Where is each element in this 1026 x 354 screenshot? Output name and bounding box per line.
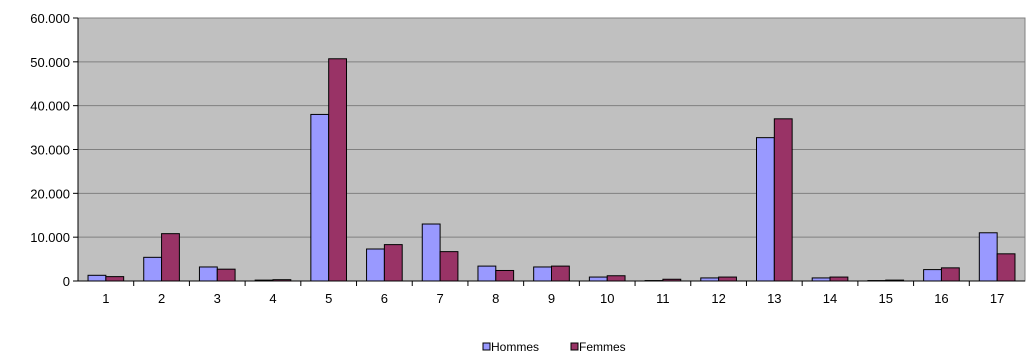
y-tick-labels: 0 10.000 20.000 30.000 40.000 50.000 60.000 bbox=[30, 11, 70, 289]
x-tick-label: 12 bbox=[711, 291, 725, 306]
y-tick-label: 40.000 bbox=[30, 99, 70, 114]
bar-hommes-17 bbox=[979, 233, 997, 281]
legend-swatch-hommes bbox=[483, 343, 490, 350]
bar-femmes-5 bbox=[329, 59, 347, 281]
legend-label-hommes: Hommes bbox=[491, 340, 539, 354]
bar-hommes-1 bbox=[88, 275, 106, 281]
bar-femmes-3 bbox=[217, 269, 235, 281]
y-tick-label: 60.000 bbox=[30, 11, 70, 26]
x-tick-label: 10 bbox=[600, 291, 614, 306]
bar-hommes-9 bbox=[534, 267, 552, 281]
x-tick-label: 13 bbox=[767, 291, 781, 306]
bar-femmes-14 bbox=[830, 277, 848, 281]
x-tick-label: 5 bbox=[325, 291, 332, 306]
x-tick-label: 6 bbox=[381, 291, 388, 306]
bar-femmes-7 bbox=[440, 252, 458, 281]
bar-femmes-12 bbox=[719, 277, 737, 281]
bar-femmes-1 bbox=[106, 277, 124, 281]
bar-femmes-6 bbox=[384, 245, 402, 281]
bar-femmes-8 bbox=[496, 270, 514, 281]
bar-femmes-13 bbox=[774, 119, 792, 281]
x-tick-label: 9 bbox=[548, 291, 555, 306]
bar-femmes-10 bbox=[607, 276, 625, 281]
x-tick-label: 1 bbox=[102, 291, 109, 306]
x-tick-label: 2 bbox=[158, 291, 165, 306]
x-tick-label: 17 bbox=[990, 291, 1004, 306]
y-tick-label: 30.000 bbox=[30, 143, 70, 158]
bar-hommes-7 bbox=[422, 224, 440, 281]
x-tick-label: 4 bbox=[269, 291, 276, 306]
legend-label-femmes: Femmes bbox=[579, 340, 626, 354]
x-tick-label: 7 bbox=[436, 291, 443, 306]
x-tick-labels: 1 2 3 4 5 6 7 8 9 10 11 12 13 14 15 16 17 bbox=[102, 291, 1004, 306]
bar-hommes-5 bbox=[311, 114, 329, 281]
bar-femmes-2 bbox=[162, 234, 180, 281]
bar-hommes-10 bbox=[589, 277, 607, 281]
x-tick-label: 3 bbox=[214, 291, 221, 306]
x-tick-label: 8 bbox=[492, 291, 499, 306]
y-tick-label: 50.000 bbox=[30, 55, 70, 70]
x-tick-label: 11 bbox=[656, 291, 670, 306]
bar-hommes-13 bbox=[757, 138, 775, 281]
bar-hommes-16 bbox=[924, 270, 942, 281]
y-tick-label: 0 bbox=[63, 274, 70, 289]
bar-femmes-16 bbox=[941, 268, 959, 281]
y-tick-label: 10.000 bbox=[30, 230, 70, 245]
bar-femmes-17 bbox=[997, 254, 1015, 281]
x-tick-label: 14 bbox=[823, 291, 837, 306]
bar-hommes-3 bbox=[199, 267, 217, 281]
bar-hommes-8 bbox=[478, 266, 496, 281]
bar-hommes-6 bbox=[367, 249, 385, 281]
x-tick-label: 15 bbox=[879, 291, 893, 306]
x-tick-label: 16 bbox=[934, 291, 948, 306]
y-tick-label: 20.000 bbox=[30, 186, 70, 201]
legend: Hommes Femmes bbox=[483, 340, 626, 354]
bar-hommes-2 bbox=[144, 257, 162, 281]
legend-swatch-femmes bbox=[571, 343, 578, 350]
bar-femmes-9 bbox=[552, 266, 570, 281]
